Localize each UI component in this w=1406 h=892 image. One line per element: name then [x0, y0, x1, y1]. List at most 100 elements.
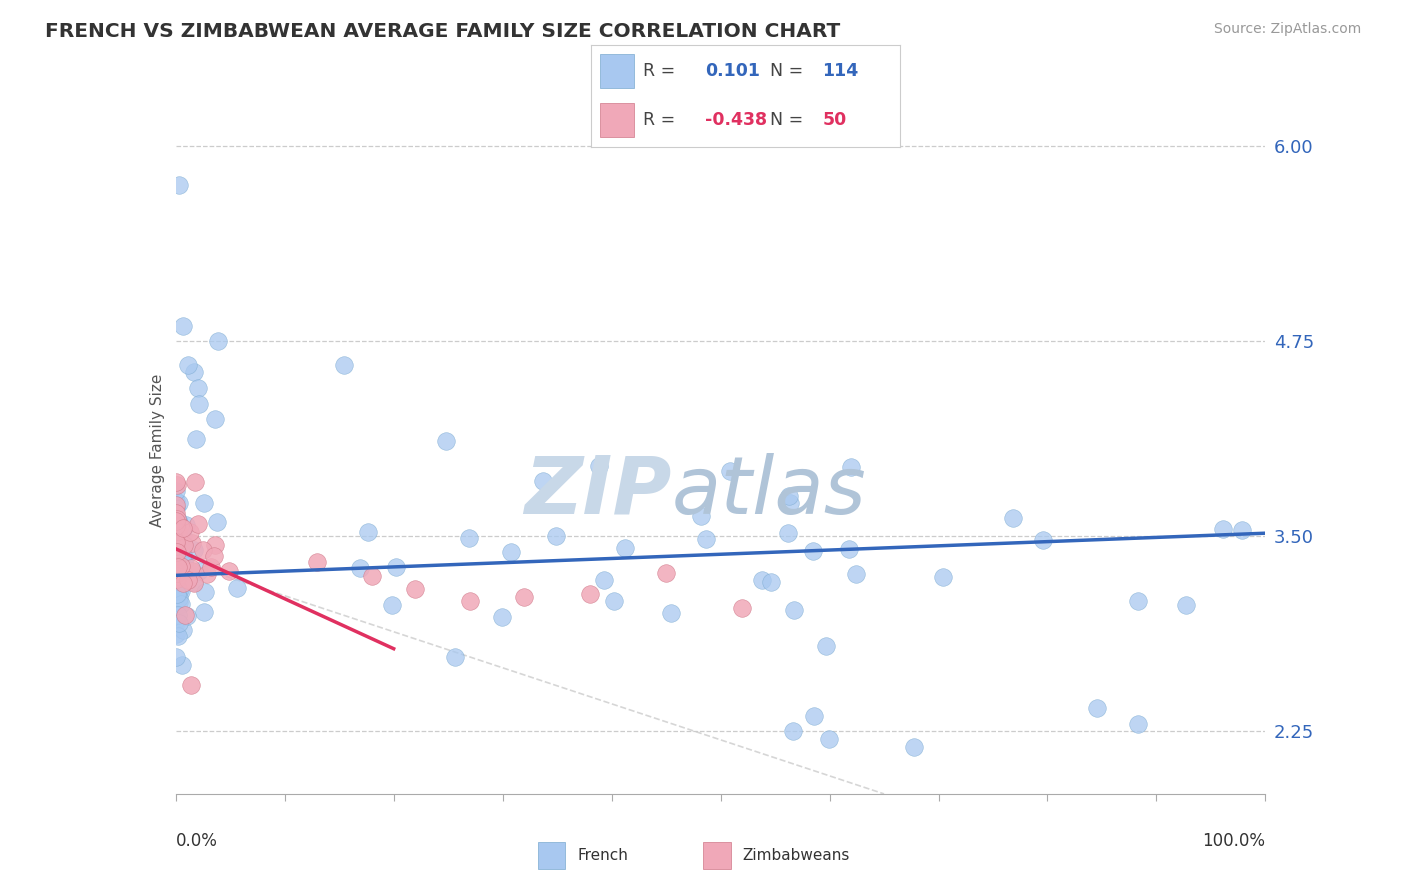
Text: 114: 114	[823, 62, 859, 79]
Point	[165, 524, 187, 538]
Point	[818, 732, 841, 747]
Point	[491, 610, 513, 624]
Point	[531, 475, 554, 489]
Point	[1212, 522, 1234, 536]
Point	[166, 512, 188, 526]
Point	[167, 496, 190, 510]
Point	[165, 576, 187, 591]
Point	[194, 585, 217, 599]
Point	[165, 514, 187, 528]
Point	[779, 496, 801, 510]
Point	[172, 623, 194, 637]
Point	[225, 582, 247, 596]
Point	[1087, 701, 1109, 715]
Point	[165, 532, 187, 546]
Point	[187, 565, 209, 579]
Point	[173, 554, 195, 568]
Point	[588, 458, 610, 473]
Point	[167, 567, 190, 582]
Point	[167, 516, 190, 531]
Point	[166, 512, 188, 526]
Point	[167, 583, 190, 598]
Point	[1002, 510, 1025, 524]
Point	[458, 594, 481, 608]
Point	[166, 572, 188, 586]
Point	[172, 521, 194, 535]
Point	[166, 557, 188, 571]
Text: atlas: atlas	[672, 452, 866, 531]
Point	[166, 564, 188, 578]
Point	[801, 543, 824, 558]
Point	[205, 516, 228, 530]
Point	[695, 532, 717, 546]
Point	[172, 575, 194, 590]
Point	[170, 597, 193, 611]
Point	[204, 412, 226, 426]
Text: N =: N =	[770, 111, 808, 129]
Point	[202, 549, 225, 563]
Point	[165, 627, 187, 641]
Point	[169, 535, 191, 549]
Point	[165, 539, 187, 553]
Point	[169, 591, 191, 605]
Point	[165, 501, 187, 516]
Point	[655, 566, 678, 580]
Point	[903, 740, 925, 755]
Point	[181, 565, 204, 579]
Point	[932, 570, 955, 584]
Point	[172, 548, 194, 562]
Point	[170, 584, 193, 599]
Point	[165, 544, 187, 558]
Point	[174, 518, 197, 533]
Text: 50: 50	[823, 111, 846, 129]
Point	[167, 178, 190, 193]
Point	[174, 607, 197, 622]
Point	[165, 547, 187, 561]
Point	[384, 560, 406, 574]
Point	[170, 559, 193, 574]
Point	[180, 536, 202, 550]
Point	[405, 582, 427, 596]
Point	[166, 587, 188, 601]
Point	[180, 560, 202, 574]
Text: FRENCH VS ZIMBABWEAN AVERAGE FAMILY SIZE CORRELATION CHART: FRENCH VS ZIMBABWEAN AVERAGE FAMILY SIZE…	[45, 22, 841, 41]
Point	[167, 567, 190, 582]
Point	[173, 558, 195, 572]
Point	[782, 724, 804, 739]
Point	[177, 358, 200, 372]
FancyBboxPatch shape	[703, 842, 731, 869]
Point	[195, 566, 218, 581]
Point	[204, 538, 226, 552]
Text: 100.0%: 100.0%	[1202, 831, 1265, 850]
FancyBboxPatch shape	[537, 842, 565, 869]
Point	[349, 561, 371, 575]
Point	[165, 534, 187, 549]
Point	[783, 603, 806, 617]
Text: Source: ZipAtlas.com: Source: ZipAtlas.com	[1213, 22, 1361, 37]
Point	[718, 464, 741, 478]
Point	[165, 650, 187, 665]
Point	[165, 483, 187, 498]
Point	[193, 496, 215, 510]
Point	[381, 598, 404, 612]
Point	[546, 529, 568, 543]
Point	[778, 489, 800, 503]
Point	[167, 595, 190, 609]
Point	[165, 536, 187, 550]
Point	[751, 573, 773, 587]
Point	[434, 434, 457, 449]
Point	[603, 594, 626, 608]
Point	[173, 538, 195, 552]
Text: -0.438: -0.438	[704, 111, 768, 129]
Point	[579, 587, 602, 601]
Point	[180, 678, 202, 692]
Point	[1128, 716, 1150, 731]
Point	[166, 545, 188, 559]
Point	[167, 524, 190, 538]
Point	[513, 591, 536, 605]
Point	[166, 557, 188, 571]
Point	[187, 516, 209, 531]
Point	[167, 616, 190, 631]
Point	[218, 564, 240, 578]
Point	[776, 525, 799, 540]
